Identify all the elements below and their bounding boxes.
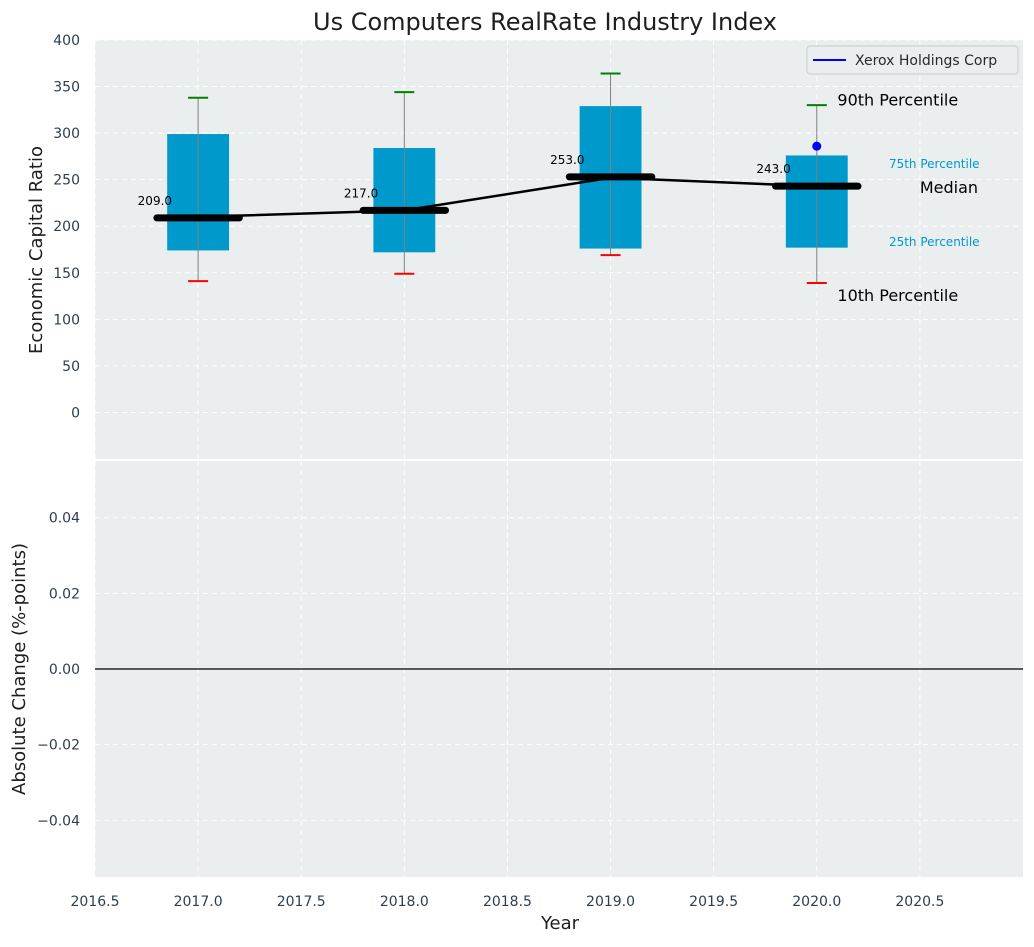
percentile-annotation: 75th Percentile <box>889 157 980 171</box>
top-y-tick-label: 250 <box>53 173 80 189</box>
bottom-y-tick-label: 0.02 <box>49 586 80 602</box>
x-tick-label: 2019.0 <box>586 894 635 910</box>
median-value-label: 217.0 <box>344 186 378 200</box>
x-tick-label: 2020.0 <box>792 894 841 910</box>
median-trend-line <box>198 176 817 219</box>
bottom-y-tick-label: −0.04 <box>37 813 80 829</box>
bottom-y-axis-title: Absolute Change (%-points) <box>9 543 30 795</box>
top-y-tick-label: 200 <box>53 219 80 235</box>
top-y-tick-label: 0 <box>71 405 80 421</box>
legend-label: Xerox Holdings Corp <box>855 53 997 69</box>
top-y-tick-label: 400 <box>53 33 80 49</box>
percentile-annotation: 10th Percentile <box>837 286 958 305</box>
legend: Xerox Holdings Corp <box>806 45 1019 75</box>
x-axis-title: Year <box>540 913 580 934</box>
x-tick-label: 2018.0 <box>380 894 429 910</box>
top-y-tick-label: 150 <box>53 266 80 282</box>
x-tick-label: 2016.5 <box>71 894 120 910</box>
x-tick-label: 2017.0 <box>174 894 223 910</box>
top-y-ticks: 0 50 100 150 200 250 300 350 400 <box>53 33 80 421</box>
bottom-x-ticks: 2016.5 2017.0 2017.5 2018.0 2018.5 2019.0 2019… <box>71 894 945 910</box>
bottom-y-tick-label: 0.00 <box>49 662 80 678</box>
company-point <box>812 141 822 151</box>
top-marks: 209.0 217.0 253.0 243.0 90th Percentile 75th … <box>138 72 980 305</box>
percentile-annotation: 90th Percentile <box>837 91 958 110</box>
median-value-label: 253.0 <box>550 153 584 167</box>
legend-box <box>806 45 1019 75</box>
chart-title: Us Computers RealRate Industry Index <box>313 8 777 36</box>
top-y-tick-label: 100 <box>53 312 80 328</box>
top-y-axis-title: Economic Capital Ratio <box>26 146 47 354</box>
x-tick-label: 2020.5 <box>895 894 944 910</box>
median-value-label: 209.0 <box>138 194 172 208</box>
x-tick-label: 2019.5 <box>689 894 738 910</box>
percentile-annotation: Median <box>920 178 978 197</box>
top-y-tick-label: 50 <box>62 359 80 375</box>
top-y-tick-label: 350 <box>53 80 80 96</box>
top-y-tick-label: 300 <box>53 126 80 142</box>
percentile-annotation: 25th Percentile <box>889 235 980 249</box>
bottom-y-ticks: −0.04 −0.02 0.00 0.02 0.04 <box>37 511 80 830</box>
top-grid <box>94 39 1023 459</box>
bottom-y-tick-label: −0.02 <box>37 738 80 754</box>
bottom-y-tick-label: 0.04 <box>49 511 80 527</box>
top-plot-area <box>95 40 1023 459</box>
x-tick-label: 2018.5 <box>483 894 532 910</box>
x-tick-label: 2017.5 <box>277 894 326 910</box>
median-value-label: 243.0 <box>756 162 790 176</box>
